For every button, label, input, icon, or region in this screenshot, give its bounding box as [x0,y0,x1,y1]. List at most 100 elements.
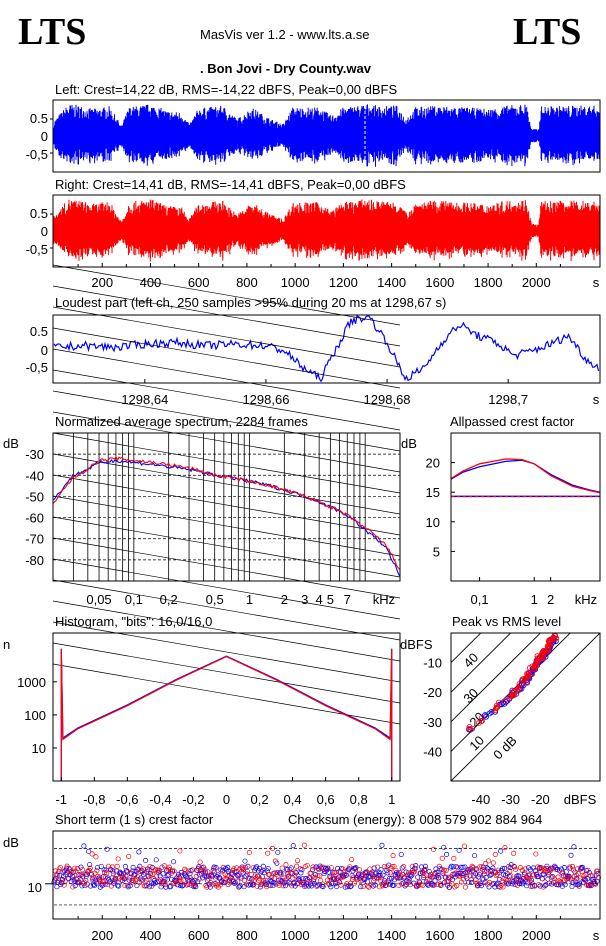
short-term-point-left [195,879,201,885]
short-term-point-right [488,871,494,877]
peak-rms-xlabel: dBFS [564,792,597,807]
g-left-segment [405,107,417,165]
short-term-point-left [561,865,567,871]
short-term-point-right [468,877,474,883]
short-term-point-right [295,858,301,864]
right-x-unit: s [593,275,600,290]
xtick-label: 1600 [425,275,454,290]
xtick-label: 1298,64 [121,392,168,407]
loud-ytick-neg: -0,5 [26,360,48,375]
g-left-segment [282,110,294,160]
g-right-segment [92,202,110,258]
histogram-ytick: 1000 [17,675,46,690]
g-right-segment [80,201,93,260]
xtick-label: 1400 [377,928,406,943]
g-right-segment [439,200,465,259]
g-right-segment [128,199,151,262]
short-term-point-left [491,881,497,887]
short-term-point-right [97,874,103,880]
short-term-point-right [283,862,289,868]
short-term-point-right [462,884,468,890]
right-channel-title: Right: Crest=14,41 dB, RMS=-14,41 dBFS, … [55,177,406,192]
xtick-label: 2000 [522,928,551,943]
short-term-point-right [375,864,381,870]
short-term-point-right [279,865,285,871]
short-term-point-left [137,863,143,869]
short-term-point-right [356,867,362,873]
spectrum-title: Normalized average spectrum, 2284 frames [55,414,308,429]
short-term-point-right [423,866,429,872]
short-term-point-right [78,872,85,878]
short-term-point-left [399,865,405,871]
short-term-point-right [486,858,492,864]
short-term-point-left [348,883,354,889]
short-term-point-left [453,864,459,870]
g-left-segment [121,111,129,156]
short-term-point-right [189,867,195,873]
right-ytick-zero: 0 [41,224,48,239]
short-term-point-right [139,869,145,875]
peak-rms-point-right [511,688,518,695]
short-term-point-right [431,846,437,852]
short-term-point-right [360,883,366,890]
g-left-segment [526,107,532,159]
peak-rms-point-right [519,676,526,683]
short-term-point-left [571,844,577,850]
spectrum-slope-line [52,495,401,557]
short-term-point-right [442,874,448,880]
short-term-point-right [577,875,583,881]
checksum-label: Checksum (energy): 8 008 579 902 884 964 [288,812,543,827]
g-left-segment [236,111,252,158]
short-term-point-left [580,864,586,871]
short-term-point-left [113,876,119,882]
short-term-point-left [104,846,110,852]
short-term-point-left [562,882,568,888]
short-term-point-left [232,880,238,886]
short-term-point-right [310,864,316,870]
short-term-point-right [391,863,397,869]
short-term-point-left [288,865,294,871]
short-term-point-left [379,842,385,848]
short-term-title: Short term (1 s) crest factor [55,812,214,827]
short-term-point-left [265,865,271,872]
short-term-point-right [585,867,591,873]
loudest-part-title: Loudest part (left ch, 250 samples >95% … [55,295,447,310]
g-right-segment [236,205,252,255]
short-term-point-left [445,874,452,880]
g-right-segment [222,200,238,261]
short-term-point-left [168,883,174,890]
short-term-point-right [536,882,542,888]
short-term-point-right [438,882,444,888]
g-left-segment [439,106,465,164]
short-term-point-right [83,873,89,879]
xtick-label: 1000 [281,275,310,290]
short-term-point-right [156,868,162,874]
short-term-point-left [140,877,146,883]
peak-rms-xtick: -20 [531,792,550,807]
short-term-point-left [207,884,213,890]
short-term-point-right [94,867,100,874]
crest-ytick: 20 [426,456,440,471]
g-left-segment [487,105,508,166]
short-term-point-left [134,883,140,889]
short-term-point-right [122,883,128,889]
short-term-point-left [449,876,455,883]
logo-left: LTS [18,11,87,53]
g-left-segment [92,106,110,164]
histogram-ylabel: n [3,637,10,652]
short-term-point-left [345,866,351,873]
short-term-point-right [378,875,385,881]
short-term-point-left [144,883,150,889]
short-term-point-left [460,864,466,870]
short-term-point-left [499,866,506,872]
short-term-point-left [136,849,142,855]
crest-ytick: 10 [426,515,440,530]
short-term-point-left [385,870,391,876]
short-term-point-left [527,867,534,873]
short-term-point-right [325,880,331,887]
histogram-xtick: 1 [388,792,395,807]
xtick-label: 400 [140,928,162,943]
